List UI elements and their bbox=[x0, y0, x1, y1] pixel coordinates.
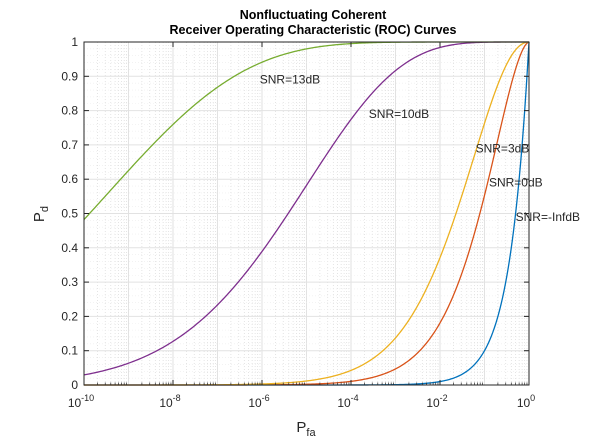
annotation-label: SNR=0dB bbox=[489, 176, 543, 190]
y-axis-label: Pd bbox=[31, 206, 51, 222]
y-axis-label-sub: d bbox=[39, 206, 51, 212]
y-tick-label: 0.7 bbox=[61, 138, 78, 152]
y-tick-label: 0 bbox=[71, 378, 78, 392]
annotation-label: SNR=-InfdB bbox=[516, 210, 580, 224]
x-tick-label-base: 10 bbox=[159, 396, 173, 410]
x-axis-label: Pfa bbox=[296, 419, 316, 439]
x-tick-label-exponent: -4 bbox=[351, 393, 359, 403]
y-tick-label: 1 bbox=[71, 35, 78, 49]
x-tick-label-exponent: -8 bbox=[173, 393, 181, 403]
x-tick-label-base: 10 bbox=[517, 396, 531, 410]
chart-title-line-2: Receiver Operating Characteristic (ROC) … bbox=[170, 23, 457, 37]
x-tick-label-exponent: 0 bbox=[530, 393, 535, 403]
annotations: SNR=13dB SNR=10dB SNR=3dB SNR=0dB SNR=-InfdB bbox=[260, 73, 580, 224]
grid bbox=[83, 41, 530, 386]
x-tick-label: 10-8 bbox=[159, 393, 180, 410]
x-tick-label: 10-2 bbox=[426, 393, 447, 410]
y-tick-labels: 0 0.1 0.2 0.3 0.4 0.5 0.6 0.7 0.8 0.9 1 bbox=[61, 35, 78, 392]
y-axis-label-base: P bbox=[31, 212, 48, 222]
x-tick-label: 10-6 bbox=[248, 393, 269, 410]
y-tick-label: 0.5 bbox=[61, 207, 78, 221]
y-tick-label: 0.8 bbox=[61, 104, 78, 118]
x-tick-label-exponent: -6 bbox=[262, 393, 270, 403]
x-tick-label: 100 bbox=[517, 393, 535, 410]
annotation-label: SNR=13dB bbox=[260, 73, 320, 87]
x-tick-label: 10-4 bbox=[337, 393, 358, 410]
x-tick-label-exponent: -10 bbox=[81, 393, 94, 403]
y-tick-label: 0.2 bbox=[61, 309, 78, 323]
y-tick-label: 0.9 bbox=[61, 69, 78, 83]
x-tick-label-base: 10 bbox=[248, 396, 262, 410]
y-tick-label: 0.3 bbox=[61, 275, 78, 289]
y-tick-label: 0.4 bbox=[61, 241, 78, 255]
curve-snr-10db bbox=[83, 41, 529, 376]
x-tick-label-base: 10 bbox=[337, 396, 351, 410]
x-tick-label-exponent: -2 bbox=[440, 393, 448, 403]
y-tick-label: 0.6 bbox=[61, 172, 78, 186]
x-tick-labels: 10-10 10-8 10-6 10-4 10-2 100 bbox=[68, 393, 535, 410]
annotation-label: SNR=10dB bbox=[369, 107, 429, 121]
annotation-label: SNR=3dB bbox=[476, 141, 530, 155]
x-tick-label-base: 10 bbox=[68, 396, 82, 410]
chart-title-line-1: Nonfluctuating Coherent bbox=[240, 8, 387, 22]
x-axis-label-base: P bbox=[296, 419, 306, 436]
tick-marks bbox=[83, 41, 530, 386]
y-tick-label: 0.1 bbox=[61, 344, 78, 358]
x-tick-label: 10-10 bbox=[68, 393, 94, 410]
x-axis-label-sub: fa bbox=[306, 427, 316, 439]
x-tick-label-base: 10 bbox=[426, 396, 440, 410]
